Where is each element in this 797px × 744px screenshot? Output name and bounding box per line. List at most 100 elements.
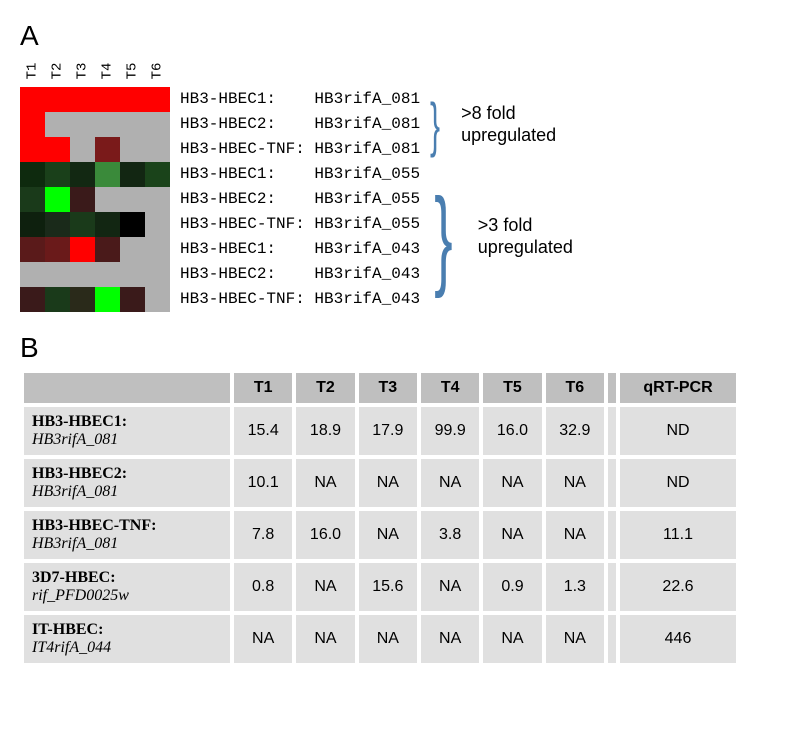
qrt-cell: ND xyxy=(618,405,738,457)
spacer xyxy=(606,371,618,405)
qrt-cell: 22.6 xyxy=(618,561,738,613)
spacer xyxy=(606,509,618,561)
heatmap-cell xyxy=(95,287,120,312)
heatmap-row-labels: HB3-HBEC1: HB3rifA_081HB3-HBEC2: HB3rifA… xyxy=(180,87,420,312)
heatmap-row-label: HB3-HBEC2: HB3rifA_081 xyxy=(180,112,420,137)
heatmap-cell xyxy=(145,262,170,287)
table-cell: 32.9 xyxy=(544,405,606,457)
table-cell: 3.8 xyxy=(419,509,481,561)
table-col-header: T4 xyxy=(419,371,481,405)
table-cell: NA xyxy=(544,457,606,509)
panel-a: T1T2T3T4T5T6 HB3-HBEC1: HB3rifA_081HB3-H… xyxy=(20,57,777,312)
table-cell: NA xyxy=(481,613,543,665)
heatmap-cell xyxy=(20,287,45,312)
heatmap-col-header: T5 xyxy=(119,59,147,84)
heatmap-cell xyxy=(70,262,95,287)
heatmap-cell xyxy=(70,287,95,312)
table-header-row: T1T2T3T4T5T6qRT-PCR xyxy=(22,371,738,405)
heatmap-row-label: HB3-HBEC1: HB3rifA_081 xyxy=(180,87,420,112)
qrt-cell: 446 xyxy=(618,613,738,665)
brace-icon: } xyxy=(430,107,440,143)
table-cell: NA xyxy=(294,613,356,665)
heatmap-cell xyxy=(20,187,45,212)
table-cell: NA xyxy=(544,509,606,561)
table-cell: NA xyxy=(357,613,419,665)
table-cell: 7.8 xyxy=(232,509,294,561)
heatmap-cell xyxy=(20,262,45,287)
heatmap-cell xyxy=(120,137,145,162)
heatmap-cell xyxy=(70,87,95,112)
table-row: HB3-HBEC2:HB3rifA_08110.1NANANANANAND xyxy=(22,457,738,509)
heatmap-cell xyxy=(45,212,70,237)
heatmap-cell xyxy=(20,112,45,137)
heatmap-cell xyxy=(145,112,170,137)
table-cell: NA xyxy=(419,561,481,613)
qrt-header: qRT-PCR xyxy=(618,371,738,405)
heatmap-cell xyxy=(20,137,45,162)
table-cell: NA xyxy=(481,509,543,561)
table-row: IT-HBEC:IT4rifA_044NANANANANANA446 xyxy=(22,613,738,665)
heatmap-cell xyxy=(95,162,120,187)
heatmap-grid xyxy=(20,87,170,312)
qrt-cell: ND xyxy=(618,457,738,509)
heatmap-cell xyxy=(45,287,70,312)
heatmap-cell xyxy=(145,137,170,162)
heatmap-headers: T1T2T3T4T5T6 xyxy=(20,57,170,85)
heatmap-col-header: T6 xyxy=(144,59,172,84)
heatmap-col-header: T4 xyxy=(94,59,122,84)
heatmap-cell xyxy=(95,112,120,137)
bracket-2-text: >3 foldupregulated xyxy=(470,215,573,258)
table-body: HB3-HBEC1:HB3rifA_08115.418.917.999.916.… xyxy=(22,405,738,665)
table-cell: 17.9 xyxy=(357,405,419,457)
heatmap-cell xyxy=(45,112,70,137)
row-header: HB3-HBEC1:HB3rifA_081 xyxy=(22,405,232,457)
table-cell: 0.9 xyxy=(481,561,543,613)
heatmap-cell xyxy=(145,212,170,237)
table-cell: 15.6 xyxy=(357,561,419,613)
heatmap-row-label: HB3-HBEC2: HB3rifA_055 xyxy=(180,187,420,212)
heatmap-cell xyxy=(45,137,70,162)
heatmap-cell xyxy=(120,237,145,262)
panel-a-label: A xyxy=(20,20,777,52)
spacer xyxy=(606,457,618,509)
heatmap-col-header: T1 xyxy=(19,59,47,84)
table-cell: NA xyxy=(481,457,543,509)
heatmap-cell xyxy=(45,162,70,187)
table-col-header: T2 xyxy=(294,371,356,405)
heatmap-cell xyxy=(20,237,45,262)
table-row: HB3-HBEC1:HB3rifA_08115.418.917.999.916.… xyxy=(22,405,738,457)
heatmap-cell xyxy=(95,212,120,237)
heatmap-wrap: T1T2T3T4T5T6 xyxy=(20,57,170,312)
heatmap-cell xyxy=(120,187,145,212)
row-header: 3D7-HBEC:rif_PFD0025w xyxy=(22,561,232,613)
heatmap-cell xyxy=(95,87,120,112)
heatmap-cell xyxy=(20,212,45,237)
table-cell: NA xyxy=(419,457,481,509)
heatmap-cell xyxy=(70,212,95,237)
heatmap-row-label: HB3-HBEC1: HB3rifA_055 xyxy=(180,162,420,187)
heatmap-row-label: HB3-HBEC1: HB3rifA_043 xyxy=(180,237,420,262)
heatmap-cell xyxy=(20,162,45,187)
heatmap-cell xyxy=(120,212,145,237)
heatmap-cell xyxy=(45,87,70,112)
table-cell: NA xyxy=(357,509,419,561)
spacer xyxy=(606,405,618,457)
heatmap-cell xyxy=(145,237,170,262)
heatmap-row-label: HB3-HBEC-TNF: HB3rifA_055 xyxy=(180,212,420,237)
heatmap-col-header: T2 xyxy=(44,59,72,84)
heatmap-cell xyxy=(95,262,120,287)
table-row: 3D7-HBEC:rif_PFD0025w0.8NA15.6NA0.91.322… xyxy=(22,561,738,613)
table-row: HB3-HBEC-TNF:HB3rifA_0817.816.0NA3.8NANA… xyxy=(22,509,738,561)
heatmap-cell xyxy=(45,187,70,212)
spacer xyxy=(606,613,618,665)
heatmap-cell xyxy=(70,112,95,137)
table-cell: 18.9 xyxy=(294,405,356,457)
heatmap-cell xyxy=(145,287,170,312)
brace-icon: } xyxy=(434,199,452,276)
heatmap-cell xyxy=(70,237,95,262)
heatmap-cell xyxy=(145,87,170,112)
heatmap-cell xyxy=(45,262,70,287)
heatmap-cell xyxy=(20,87,45,112)
table-cell: NA xyxy=(232,613,294,665)
table-cell: 16.0 xyxy=(481,405,543,457)
